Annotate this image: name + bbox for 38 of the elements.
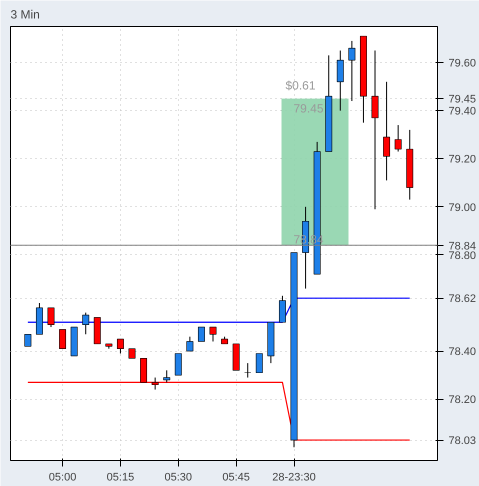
candlestick (372, 50, 378, 210)
y-tick-label: 78.80 (448, 250, 476, 262)
candlestick (256, 353, 263, 374)
candlestick (116, 338, 124, 354)
candlestick (210, 326, 216, 342)
band-label: $0.61 (286, 78, 316, 93)
y-tick-label: 79.60 (448, 58, 476, 70)
candlestick (186, 336, 194, 352)
y-tick-label: 78.20 (448, 394, 476, 406)
candlestick (394, 124, 402, 152)
candlestick (163, 370, 170, 383)
candlestick (174, 353, 182, 376)
candlestick (278, 295, 286, 323)
candlestick (24, 334, 32, 347)
x-tick-label: 05:00 (48, 472, 76, 484)
y-tick-label: 78.84 (448, 240, 476, 252)
candlestick (48, 307, 54, 328)
x-tick-label: 05:45 (222, 472, 250, 484)
y-tick-label: 78.40 (448, 346, 476, 358)
x-tick-label: 05:30 (164, 472, 192, 484)
candlestick (59, 329, 66, 349)
y-tick-label: 78.03 (448, 435, 476, 448)
candlestick (336, 50, 344, 112)
candlestick (348, 40, 356, 102)
candlestick (383, 81, 390, 181)
candlestick (244, 362, 252, 378)
candlestick (198, 326, 205, 342)
y-tick-label: 79.45 (448, 94, 476, 106)
annotation: 79.45 (294, 102, 324, 116)
y-tick-label: 79.00 (448, 202, 476, 214)
x-tick-label: 05:15 (106, 472, 134, 484)
chart-title: 3 Min (10, 8, 40, 22)
x-tick-label: 28-23:30 (272, 472, 316, 484)
candlestick (82, 312, 90, 335)
y-tick-label: 79.20 (448, 154, 476, 166)
y-tick-label: 78.62 (448, 293, 476, 306)
y-tick-label: 79.40 (448, 106, 476, 118)
candlestick (128, 348, 136, 359)
